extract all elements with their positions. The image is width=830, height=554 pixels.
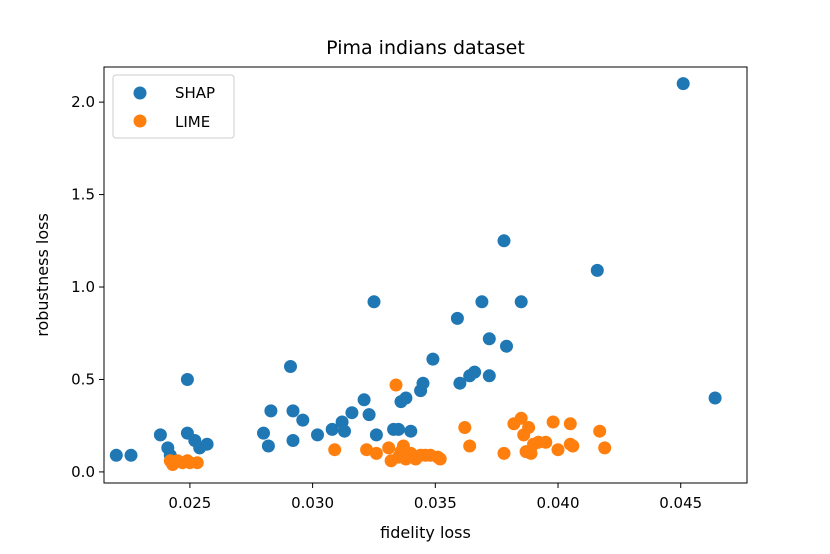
lime-point (593, 424, 607, 438)
lime-point (458, 421, 472, 434)
shap-point (325, 422, 339, 436)
shap-point (416, 376, 430, 390)
lime-point (497, 446, 511, 460)
shap-point (124, 448, 138, 462)
shap-point (404, 424, 418, 438)
shap-point (257, 426, 270, 440)
shap-point (286, 434, 300, 447)
lime-point (514, 411, 528, 425)
lime-point (522, 421, 536, 434)
shap-point (357, 393, 371, 407)
shap-point (500, 339, 513, 353)
shap-point (453, 376, 467, 390)
shap-point (367, 295, 381, 309)
shap-point (369, 428, 383, 442)
x-axis: 0.025 0.030 0.035 0.040 0.045 (168, 483, 702, 512)
y-tick-label: 0.0 (71, 463, 95, 481)
y-axis-label: robustness loss (33, 213, 52, 337)
y-tick-label: 1.0 (71, 278, 95, 296)
y-axis: 0.0 0.5 1.0 1.5 2.0 (71, 93, 104, 481)
y-tick-label: 1.5 (71, 186, 95, 204)
shap-point (590, 263, 604, 277)
shap-point (261, 439, 275, 453)
shap-point (180, 373, 194, 386)
shap-point (708, 391, 722, 405)
x-tick-label: 0.040 (537, 494, 580, 512)
legend-marker-shap (133, 86, 147, 100)
lime-point (382, 441, 396, 455)
points-layer (109, 77, 722, 471)
shap-point (200, 437, 214, 451)
shap-point (286, 404, 300, 418)
shap-point (264, 404, 278, 418)
shap-point (284, 360, 297, 373)
x-tick-label: 0.025 (168, 494, 211, 512)
legend: SHAP LIME (112, 74, 235, 139)
shap-point (468, 365, 482, 379)
legend-label-shap: SHAP (175, 84, 215, 102)
shap-point (109, 448, 123, 462)
legend-box (112, 74, 235, 139)
shap-point (392, 422, 405, 436)
shap-point (450, 311, 464, 325)
x-tick-label: 0.035 (414, 494, 457, 512)
lime-point (369, 446, 383, 460)
x-axis-label: fidelity loss (380, 523, 471, 542)
shap-point (399, 391, 413, 405)
shap-point (676, 77, 690, 91)
y-tick-label: 0.5 (71, 370, 95, 388)
shap-point (362, 408, 376, 422)
shap-point (338, 424, 351, 438)
shap-point (296, 413, 310, 427)
x-tick-label: 0.045 (659, 494, 702, 512)
lime-point (546, 415, 560, 429)
lime-point (328, 443, 342, 457)
lime-point (566, 439, 580, 453)
shap-point (153, 428, 167, 442)
x-tick-label: 0.030 (291, 494, 334, 512)
lime-point (360, 443, 374, 457)
shap-point (482, 369, 496, 383)
lime-point (563, 417, 577, 431)
lime-point (190, 456, 204, 470)
lime-point (433, 452, 447, 466)
y-tick-label: 2.0 (71, 93, 95, 111)
chart-title: Pima indians dataset (326, 37, 525, 59)
plot-frame (103, 66, 748, 484)
shap-point (497, 234, 511, 248)
shap-point (514, 295, 528, 309)
lime-point (598, 441, 612, 455)
lime-point (539, 435, 553, 449)
shap-point (482, 332, 496, 346)
shap-point (311, 428, 324, 442)
shap-point (475, 295, 489, 309)
lime-point (389, 378, 403, 392)
lime-point (463, 439, 477, 453)
legend-label-lime: LIME (175, 113, 210, 131)
shap-point (426, 352, 440, 366)
shap-point (345, 406, 359, 420)
legend-marker-lime (133, 114, 147, 128)
lime-point (551, 443, 565, 457)
